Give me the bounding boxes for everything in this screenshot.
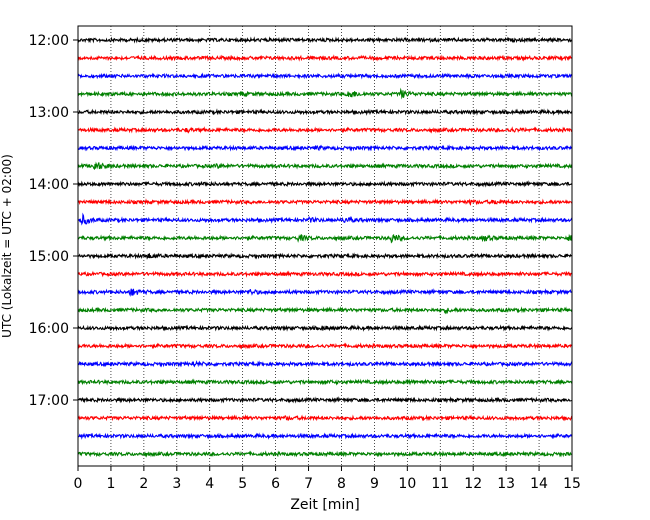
x-tick-label: 2 [139,476,148,492]
trace-1330 [77,144,573,152]
y-tick-label: 15:00 [29,249,69,265]
trace-1630 [77,360,573,368]
trace-1715 [77,414,573,422]
x-tick-label: 8 [337,476,346,492]
x-axis: 0 1 2 3 4 5 6 7 8 9 10 11 12 13 14 15 [74,466,581,492]
x-tick-label: 12 [464,476,482,492]
trace-1445 [77,233,573,244]
y-tick-label: 14:00 [29,177,69,193]
trace-1730 [77,432,573,440]
trace-1415 [77,198,573,206]
x-tick-label: 14 [530,476,548,492]
plot-frame [77,25,573,467]
y-tick-label: 12:00 [29,33,69,49]
x-tick-label: 3 [172,476,181,492]
y-tick-label: 13:00 [29,105,69,121]
x-tick-label: 5 [238,476,247,492]
x-axis-label: Zeit [min] [290,497,359,513]
trace-1645 [77,378,573,386]
trace-1545 [77,306,573,315]
x-tick-label: 0 [74,476,83,492]
trace-1745 [77,450,573,458]
y-axis: 12:00 13:00 14:00 15:00 16:00 17:00 [29,33,78,409]
trace-1200 [77,36,573,44]
trace-1615 [77,342,573,350]
x-tick-label: 10 [398,476,416,492]
trace-1600 [77,324,573,332]
x-tick-label: 4 [205,476,214,492]
trace-1315 [77,126,572,134]
x-tick-label: 11 [431,476,449,492]
y-tick-label: 16:00 [29,321,69,337]
x-tick-label: 13 [497,476,515,492]
trace-1215 [77,54,573,62]
grid-lines [110,26,540,466]
trace-1345 [77,161,573,171]
y-axis-label: UTC (Lokalzeit = UTC + 02:00) [0,154,14,338]
trace-1400 [77,180,573,188]
y-tick-label: 17:00 [29,393,69,409]
trace-1230 [77,72,573,80]
x-tick-label: 1 [106,476,115,492]
trace-1430 [77,212,573,226]
x-tick-label: 6 [271,476,280,492]
trace-1515 [77,270,573,278]
trace-1500 [77,252,573,260]
x-tick-label: 15 [563,476,581,492]
trace-1530 [77,288,573,297]
seismic-traces [77,36,573,458]
trace-1245 [77,87,573,100]
x-tick-label: 7 [304,476,313,492]
trace-1300 [77,108,573,116]
trace-1700 [77,396,573,404]
x-tick-label: 9 [370,476,379,492]
